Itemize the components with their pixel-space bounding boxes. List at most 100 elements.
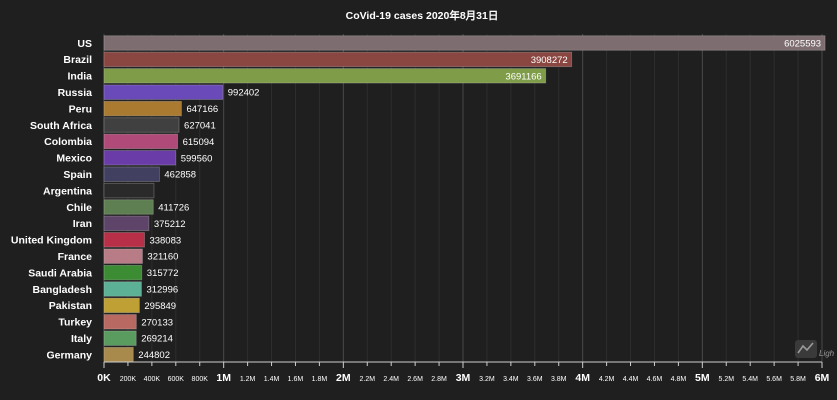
category-label: France xyxy=(58,251,93,263)
value-label: 615094 xyxy=(183,137,215,148)
bar[interactable] xyxy=(103,84,224,100)
category-labels: US Brazil India Russia Peru South Africa Colom… xyxy=(11,38,92,362)
value-labels: 6025593 3908272 3691166 992402 647166 627041 6… xyxy=(138,39,821,362)
bar[interactable] xyxy=(103,150,177,166)
x-tick-label: 2.8M xyxy=(431,376,447,383)
value-label: 375212 xyxy=(154,219,186,230)
x-tick-label: 5.2M xyxy=(718,376,734,383)
value-label: 338083 xyxy=(149,235,181,246)
value-label: 295849 xyxy=(144,301,176,312)
x-tick-label: 1.2M xyxy=(240,376,256,383)
x-tick-label: 800K xyxy=(192,376,209,383)
category-label: Brazil xyxy=(63,54,92,66)
value-label: 315772 xyxy=(147,268,179,279)
x-tick-label: 1.6M xyxy=(288,376,304,383)
x-axis: 0K 200K 400K 600K 800K 1M 1.2M 1.4M 1.6M 1.8M 2M 2.… xyxy=(97,361,830,384)
value-label: 599560 xyxy=(181,153,213,164)
bar[interactable] xyxy=(103,117,180,133)
category-label: India xyxy=(67,71,92,83)
bar[interactable] xyxy=(103,133,179,150)
value-label: 244802 xyxy=(138,350,170,361)
bar[interactable] xyxy=(103,166,160,182)
bars xyxy=(103,35,826,363)
x-tick-label: 5.6M xyxy=(766,376,782,383)
x-tick-label: 1.8M xyxy=(312,376,328,383)
x-tick-label: 4.8M xyxy=(671,376,687,383)
value-label: 270133 xyxy=(141,317,173,328)
x-tick-label: 3.6M xyxy=(527,376,543,383)
value-label: 411726 xyxy=(158,203,189,214)
x-tick-label: 6M xyxy=(815,372,830,384)
value-label: 3908272 xyxy=(531,55,568,66)
bar[interactable] xyxy=(103,68,547,84)
bar[interactable] xyxy=(103,215,150,232)
category-label: Chile xyxy=(66,202,92,214)
category-label: Argentina xyxy=(43,185,92,197)
category-label: Colombia xyxy=(44,136,92,148)
category-label: Bangladesh xyxy=(32,284,92,296)
x-tick-label: 5.8M xyxy=(790,376,806,383)
bar[interactable] xyxy=(103,297,140,314)
x-tick-label: 600K xyxy=(168,376,185,383)
bar[interactable] xyxy=(103,182,155,199)
x-tick-label: 400K xyxy=(144,376,161,383)
bar[interactable] xyxy=(103,330,137,346)
category-label: Iran xyxy=(73,218,92,230)
category-label: Spain xyxy=(63,169,92,181)
category-label: United Kingdom xyxy=(11,235,92,247)
bar[interactable] xyxy=(103,248,143,264)
x-tick-label: 2.2M xyxy=(359,376,375,383)
x-tick-label: 5.4M xyxy=(742,376,758,383)
value-label: 269214 xyxy=(141,334,173,345)
value-label: 462858 xyxy=(164,170,196,181)
x-tick-label: 2M xyxy=(336,372,351,384)
x-tick-label: 3.8M xyxy=(551,376,567,383)
x-tick-label: 3.2M xyxy=(479,376,495,383)
x-tick-label: 3M xyxy=(456,372,471,384)
value-label: 321160 xyxy=(147,252,178,263)
category-label: Italy xyxy=(71,333,92,345)
x-tick-label: 0K xyxy=(97,372,111,384)
x-tick-label: 2.6M xyxy=(407,376,423,383)
watermark-label: Ligh xyxy=(819,349,835,358)
value-label: 6025593 xyxy=(784,39,821,50)
lightweight-charts-logo-icon xyxy=(795,340,817,358)
value-label: 3691166 xyxy=(505,71,541,82)
bar[interactable] xyxy=(103,100,182,117)
x-tick-label: 4.6M xyxy=(647,376,663,383)
bar[interactable] xyxy=(103,264,143,281)
x-tick-label: 200K xyxy=(120,376,137,383)
grid-lines xyxy=(103,34,823,362)
x-tick-label: 1M xyxy=(216,372,231,384)
bar[interactable] xyxy=(103,314,137,330)
value-label: 647166 xyxy=(186,104,218,115)
chart-title: CoVid-19 cases 2020年8月31日 xyxy=(346,9,499,22)
bar[interactable] xyxy=(103,199,154,215)
category-label: Mexico xyxy=(56,153,92,165)
value-label: 627041 xyxy=(184,121,216,132)
x-tick-label: 4.4M xyxy=(623,376,639,383)
value-label: 992402 xyxy=(228,88,260,99)
category-label: Saudi Arabia xyxy=(28,267,92,279)
bar[interactable] xyxy=(103,232,145,248)
bar[interactable] xyxy=(103,281,142,297)
category-label: US xyxy=(77,38,92,50)
category-label: Peru xyxy=(69,103,92,115)
x-tick-label: 4.2M xyxy=(599,376,615,383)
category-label: Russia xyxy=(58,87,93,99)
watermark: Ligh xyxy=(795,340,835,358)
category-label: Pakistan xyxy=(49,300,92,312)
bar[interactable] xyxy=(103,35,826,51)
category-label: South Africa xyxy=(30,120,92,132)
value-label: 312996 xyxy=(146,285,178,296)
x-tick-label: 5M xyxy=(695,372,710,384)
bar[interactable] xyxy=(103,51,573,68)
x-tick-label: 2.4M xyxy=(383,376,399,383)
x-tick-label: 3.4M xyxy=(503,376,519,383)
category-label: Turkey xyxy=(58,317,92,329)
bar[interactable] xyxy=(103,346,134,363)
x-tick-label: 4M xyxy=(575,372,590,384)
category-label: Germany xyxy=(46,349,92,361)
x-tick-label: 1.4M xyxy=(264,376,280,383)
